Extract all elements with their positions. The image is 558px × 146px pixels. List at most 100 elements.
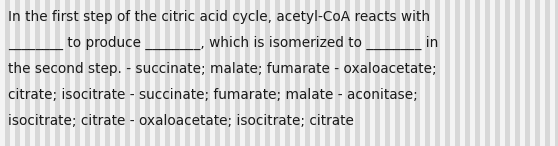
Bar	[25, 0, 30, 146]
Bar	[330, 0, 335, 146]
Bar	[270, 0, 275, 146]
Bar	[450, 0, 455, 146]
Bar	[255, 0, 260, 146]
Bar	[210, 0, 215, 146]
Bar	[295, 0, 300, 146]
Bar	[140, 0, 145, 146]
Bar	[205, 0, 210, 146]
Bar	[45, 0, 50, 146]
Bar	[490, 0, 495, 146]
Text: In the first step of the citric acid cycle, acetyl-CoA reacts with: In the first step of the citric acid cyc…	[8, 10, 430, 24]
Bar	[105, 0, 110, 146]
Bar	[260, 0, 265, 146]
Bar	[480, 0, 485, 146]
Bar	[150, 0, 155, 146]
Bar	[445, 0, 450, 146]
Text: ________ to produce ________, which is isomerized to ________ in: ________ to produce ________, which is i…	[8, 36, 439, 50]
Bar	[180, 0, 185, 146]
Bar	[505, 0, 510, 146]
Bar	[360, 0, 365, 146]
Bar	[385, 0, 390, 146]
Bar	[425, 0, 430, 146]
Bar	[170, 0, 175, 146]
Bar	[555, 0, 558, 146]
Bar	[65, 0, 70, 146]
Bar	[380, 0, 385, 146]
Bar	[35, 0, 40, 146]
Bar	[465, 0, 470, 146]
Bar	[130, 0, 135, 146]
Bar	[510, 0, 515, 146]
Bar	[335, 0, 340, 146]
Bar	[145, 0, 150, 146]
Bar	[115, 0, 120, 146]
Bar	[355, 0, 360, 146]
Bar	[550, 0, 555, 146]
Bar	[175, 0, 180, 146]
Bar	[60, 0, 65, 146]
Bar	[110, 0, 115, 146]
Bar	[415, 0, 420, 146]
Bar	[400, 0, 405, 146]
Bar	[100, 0, 105, 146]
Bar	[460, 0, 465, 146]
Bar	[70, 0, 75, 146]
Bar	[325, 0, 330, 146]
Bar	[195, 0, 200, 146]
Bar	[340, 0, 345, 146]
Bar	[120, 0, 125, 146]
Bar	[15, 0, 20, 146]
Bar	[300, 0, 305, 146]
Bar	[75, 0, 80, 146]
Bar	[435, 0, 440, 146]
Bar	[200, 0, 205, 146]
Bar	[525, 0, 530, 146]
Bar	[55, 0, 60, 146]
Bar	[545, 0, 550, 146]
Bar	[520, 0, 525, 146]
Bar	[370, 0, 375, 146]
Bar	[290, 0, 295, 146]
Bar	[390, 0, 395, 146]
Bar	[225, 0, 230, 146]
Bar	[280, 0, 285, 146]
Bar	[540, 0, 545, 146]
Bar	[95, 0, 100, 146]
Bar	[285, 0, 290, 146]
Bar	[365, 0, 370, 146]
Bar	[235, 0, 240, 146]
Bar	[405, 0, 410, 146]
Text: the second step. - succinate; malate; fumarate - oxaloacetate;: the second step. - succinate; malate; fu…	[8, 62, 436, 76]
Bar	[475, 0, 480, 146]
Bar	[350, 0, 355, 146]
Bar	[485, 0, 490, 146]
Bar	[230, 0, 235, 146]
Bar	[135, 0, 140, 146]
Bar	[305, 0, 310, 146]
Text: isocitrate; citrate - oxaloacetate; isocitrate; citrate: isocitrate; citrate - oxaloacetate; isoc…	[8, 114, 354, 128]
Bar	[160, 0, 165, 146]
Bar	[275, 0, 280, 146]
Bar	[420, 0, 425, 146]
Bar	[500, 0, 505, 146]
Bar	[80, 0, 85, 146]
Bar	[155, 0, 160, 146]
Bar	[90, 0, 95, 146]
Bar	[250, 0, 255, 146]
Bar	[345, 0, 350, 146]
Bar	[30, 0, 35, 146]
Text: citrate; isocitrate - succinate; fumarate; malate - aconitase;: citrate; isocitrate - succinate; fumarat…	[8, 88, 418, 102]
Bar	[440, 0, 445, 146]
Bar	[85, 0, 90, 146]
Bar	[430, 0, 435, 146]
Bar	[265, 0, 270, 146]
Bar	[515, 0, 520, 146]
Bar	[0, 0, 5, 146]
Bar	[220, 0, 225, 146]
Bar	[410, 0, 415, 146]
Bar	[165, 0, 170, 146]
Bar	[50, 0, 55, 146]
Bar	[215, 0, 220, 146]
Bar	[40, 0, 45, 146]
Bar	[240, 0, 245, 146]
